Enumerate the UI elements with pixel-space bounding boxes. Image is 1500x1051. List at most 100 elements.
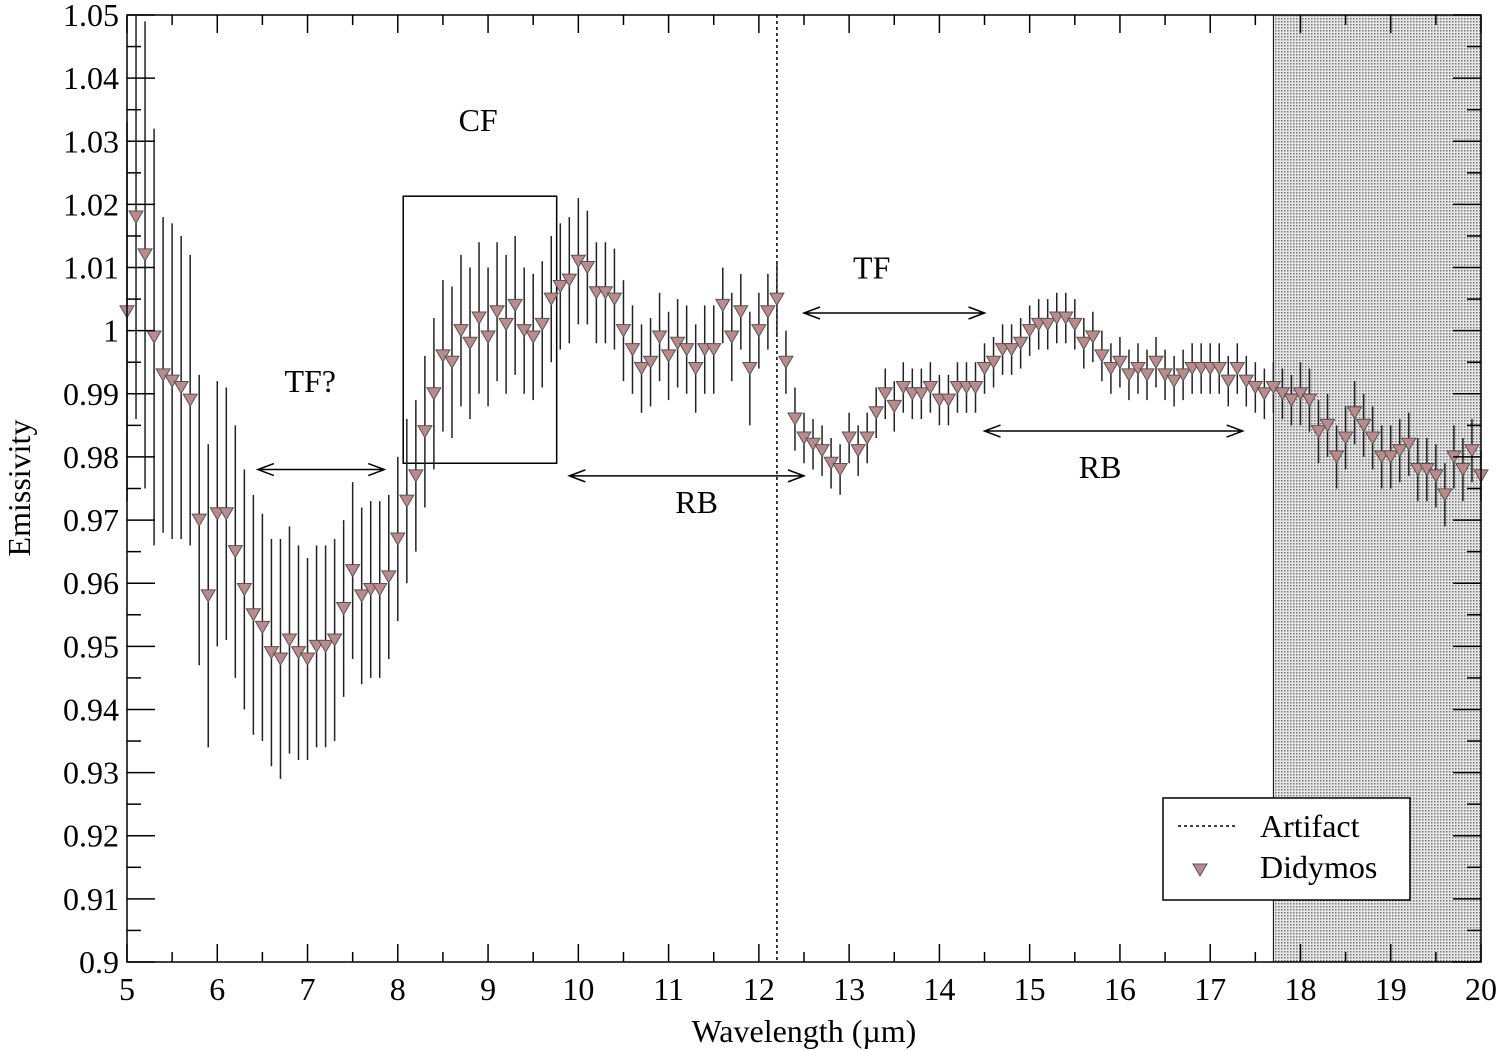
data-point — [561, 273, 578, 288]
data-point — [841, 431, 858, 445]
data-point — [272, 652, 289, 666]
x-tick-label: 15 — [1014, 971, 1046, 1007]
data-point — [489, 305, 505, 319]
x-tick-label: 12 — [743, 971, 775, 1007]
y-tick-label: 1.03 — [63, 123, 119, 159]
data-point — [534, 317, 551, 332]
double-arrow-0 — [255, 462, 387, 477]
data-point — [760, 305, 776, 319]
data-point — [1084, 330, 1101, 344]
y-tick-label: 0.98 — [63, 439, 119, 475]
x-tick-label: 20 — [1465, 971, 1497, 1007]
data-point — [380, 570, 397, 584]
x-tick-label: 18 — [1284, 971, 1316, 1007]
y-tick-label: 0.9 — [79, 944, 119, 980]
data-point — [1075, 336, 1092, 351]
data-point — [1211, 362, 1228, 376]
data-point — [1112, 355, 1128, 370]
annotation-label-tf-3: TF — [853, 250, 890, 286]
data-point — [407, 469, 424, 483]
y-tick-label: 1.02 — [63, 186, 119, 222]
data-point — [1346, 406, 1363, 420]
data-point — [1039, 317, 1056, 332]
x-tick-label: 6 — [209, 971, 225, 1007]
data-point — [1437, 488, 1453, 502]
data-point — [218, 507, 235, 521]
data-point — [1148, 355, 1164, 370]
data-point — [326, 633, 343, 648]
data-point — [1175, 368, 1191, 382]
data-point — [913, 387, 930, 401]
data-point — [678, 343, 695, 357]
annotations: TF? CF RB TF RB — [255, 15, 1245, 962]
data-point — [498, 317, 514, 332]
data-point — [299, 652, 316, 666]
data-point — [182, 393, 199, 408]
data-point — [886, 399, 903, 414]
data-point — [1400, 437, 1417, 452]
data-point — [687, 362, 704, 376]
data-point — [985, 355, 1002, 370]
data-point — [1229, 362, 1246, 376]
legend: Artifact Didymos — [1162, 797, 1411, 901]
data-point — [552, 279, 569, 294]
data-point — [507, 298, 524, 313]
data-point — [191, 513, 208, 528]
data-point — [1319, 418, 1336, 433]
data-point — [1310, 425, 1327, 439]
data-point — [723, 330, 740, 344]
data-point — [778, 355, 794, 370]
data-point — [128, 210, 144, 225]
x-tick-label: 16 — [1104, 971, 1136, 1007]
data-point — [1328, 450, 1345, 464]
data-point — [317, 639, 334, 654]
data-point — [245, 608, 262, 622]
data-point — [389, 532, 406, 546]
x-tick-label: 8 — [390, 971, 406, 1007]
x-tick-label: 19 — [1375, 971, 1407, 1007]
data-point — [173, 380, 190, 395]
cf-box — [402, 195, 558, 464]
data-point — [850, 444, 867, 458]
data-point — [471, 311, 487, 326]
data-point — [660, 349, 677, 363]
data-point — [200, 589, 217, 603]
data-point — [633, 362, 650, 376]
data-point — [732, 305, 749, 319]
data-point — [335, 601, 352, 616]
x-tick-label: 5 — [119, 971, 135, 1007]
data-point — [1256, 387, 1273, 401]
data-point — [859, 431, 876, 445]
data-point — [398, 494, 415, 509]
data-point — [146, 330, 162, 344]
data-point — [344, 564, 361, 578]
double-arrow-4 — [982, 424, 1245, 438]
y-tick-label: 0.99 — [63, 376, 119, 412]
data-point — [426, 387, 442, 401]
y-tick-label: 1 — [103, 313, 119, 349]
legend-didymos-label: Didymos — [1260, 849, 1377, 885]
data-point — [543, 292, 560, 307]
data-point — [615, 324, 632, 338]
data-point — [1066, 317, 1083, 332]
data-point — [1012, 336, 1029, 351]
data-point — [1464, 444, 1480, 458]
data-point — [444, 355, 460, 370]
data-point — [1391, 444, 1408, 458]
y-tick-label: 1.04 — [63, 60, 119, 96]
data-point — [353, 589, 370, 603]
data-point — [787, 412, 803, 427]
data-point — [877, 387, 894, 401]
y-tick-label: 1.01 — [63, 250, 119, 286]
y-tick-label: 0.95 — [63, 628, 119, 664]
data-point — [922, 380, 939, 395]
data-point — [1283, 393, 1300, 408]
data-point — [1103, 362, 1119, 376]
y-tick-label: 0.93 — [63, 755, 119, 791]
data-point — [1364, 431, 1381, 445]
data-point — [417, 425, 433, 439]
x-tick-label: 17 — [1194, 971, 1226, 1007]
x-tick-label: 11 — [653, 971, 684, 1007]
x-axis-label: Wavelength (µm) — [692, 1013, 917, 1049]
data-point — [606, 292, 623, 307]
